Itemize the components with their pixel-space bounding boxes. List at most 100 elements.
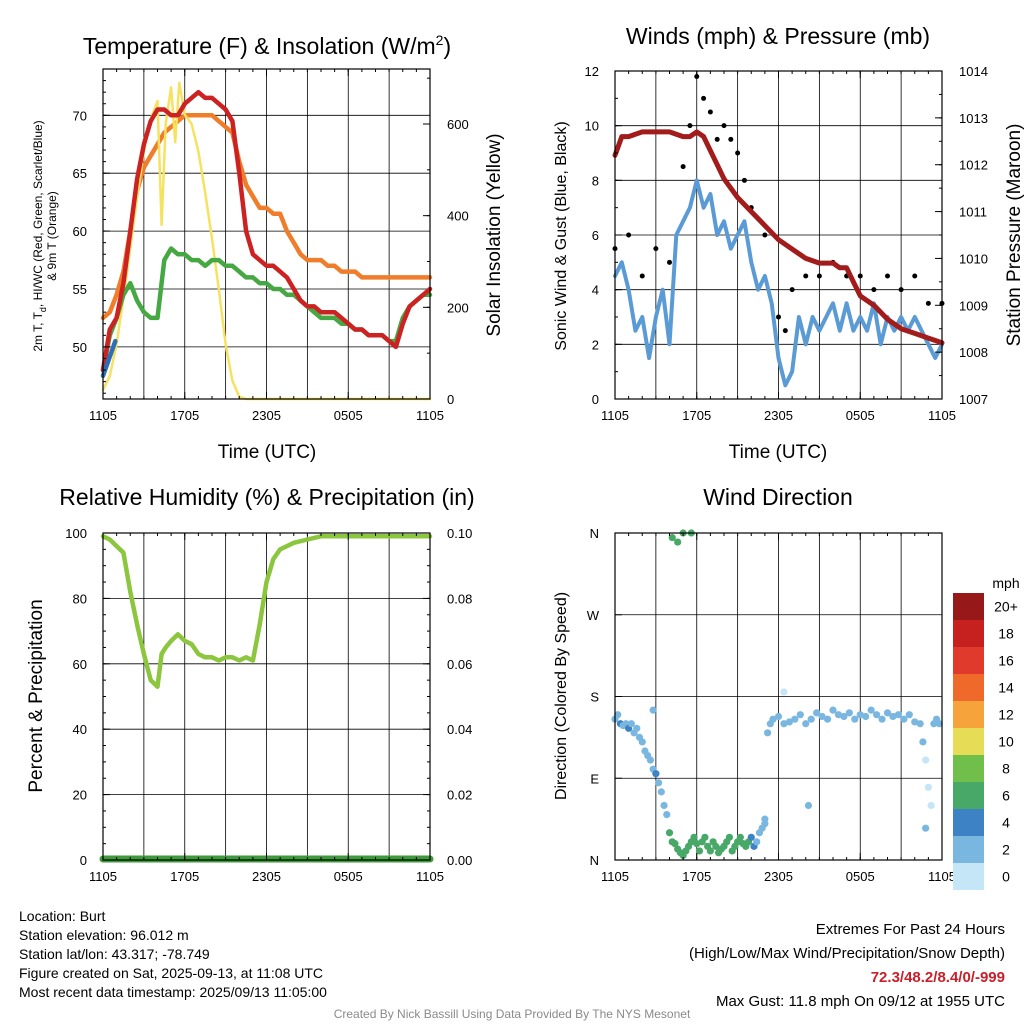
temperature-ylabel-left: 2m T, Td, HI/WC (Red, Green, Scarlet/Blu…	[31, 120, 59, 351]
humidity-panel: Relative Humidity (%) & Precipitation (i…	[26, 484, 475, 884]
gust-point	[653, 246, 659, 252]
y-tick-label: 10	[585, 119, 599, 134]
y-tick-label: N	[590, 853, 599, 868]
direction-point	[638, 738, 646, 746]
direction-point	[935, 720, 943, 728]
direction-point	[845, 709, 853, 717]
y-tick-label: 55	[73, 282, 87, 297]
x-tick-label: 0505	[334, 408, 363, 423]
temperature-axes: 1105 1705 2305 0505 1105 50 55 60 65 70 0 200 400 600	[73, 68, 469, 423]
direction-point	[657, 788, 665, 796]
y-tick-label: 50	[73, 340, 87, 355]
direction-point	[665, 829, 674, 837]
station-latlon: Station lat/lon: 43.317; -78.749	[19, 946, 210, 962]
colorbar-swatch	[953, 863, 984, 890]
gust-point	[639, 273, 645, 279]
colorbar-label: 8	[1002, 761, 1010, 777]
y2-tick-label: 1007	[959, 392, 988, 407]
x-tick-label: 1105	[89, 408, 117, 423]
y-tick-label: W	[587, 608, 600, 623]
y2-tick-label: 0.04	[447, 722, 472, 737]
direction-point	[660, 801, 668, 810]
humidity-title: Relative Humidity (%) & Precipitation (i…	[59, 484, 474, 510]
y-tick-label: N	[590, 526, 599, 541]
y2-tick-label: 1010	[959, 251, 988, 266]
x-tick-label: 1105	[601, 408, 629, 423]
direction-point	[851, 715, 859, 723]
station-location: Location: Burt	[19, 908, 106, 924]
gust-point	[762, 232, 768, 238]
y2-tick-label: 0	[447, 392, 454, 407]
winds-ylabel-right: Station Pressure (Maroon)	[1004, 124, 1024, 347]
direction-point	[802, 720, 810, 728]
direction-point	[900, 715, 908, 723]
direction-point	[614, 711, 622, 719]
y-tick-label: 80	[73, 591, 87, 606]
x-tick-label: 1105	[416, 408, 444, 423]
direction-point	[927, 801, 935, 810]
direction-point	[747, 833, 755, 841]
colorbar-swatch	[953, 809, 984, 836]
direction-grid	[615, 533, 942, 860]
x-tick-label: 0505	[846, 869, 875, 884]
recent-timestamp: Most recent data timestamp: 2025/09/13 1…	[19, 984, 327, 1000]
colorbar-label: 6	[1002, 788, 1010, 804]
temperature-xlabel: Time (UTC)	[218, 442, 317, 463]
speed-colorbar: 0 2 4 6 8 10 12 14 16 18 20+	[953, 593, 1018, 890]
y-tick-label: 8	[592, 173, 599, 188]
direction-point	[663, 810, 671, 819]
extremes-heading: Extremes For Past 24 Hours	[815, 921, 1005, 938]
colorbar-swatch	[953, 647, 984, 674]
direction-point	[655, 779, 663, 787]
y2-tick-label: 0.06	[447, 657, 472, 672]
direction-point	[883, 709, 892, 717]
direction-point	[823, 715, 832, 723]
y2-tick-label: 0.00	[447, 853, 472, 868]
x-tick-label: 1705	[682, 408, 711, 423]
direction-point	[646, 756, 655, 764]
colorbar-swatch	[953, 755, 984, 782]
y-tick-label: 0	[592, 392, 599, 407]
direction-point	[905, 711, 913, 719]
y-tick-label: 4	[592, 283, 599, 298]
direction-point	[840, 712, 848, 721]
direction-point	[693, 840, 701, 848]
direction-point	[873, 711, 881, 719]
gust-point	[871, 287, 877, 293]
x-tick-label: 1105	[928, 869, 956, 884]
y-tick-label: 6	[592, 228, 599, 243]
colorbar-label: 0	[1002, 869, 1010, 885]
direction-point	[753, 838, 761, 846]
direction-point	[862, 712, 870, 721]
svg-text:2m T, Td, HI/WC (Red, Green, S: 2m T, Td, HI/WC (Red, Green, Scarlet/Blu…	[31, 120, 48, 351]
direction-point	[796, 711, 804, 719]
figure-created: Figure created on Sat, 2025-09-13, at 11…	[19, 965, 324, 981]
direction-point	[813, 709, 821, 717]
colorbar-label: 4	[1002, 815, 1010, 831]
direction-point	[764, 729, 772, 737]
temperature-title: Temperature (F) & Insolation (W/m2)	[83, 32, 451, 59]
gust-point	[898, 287, 904, 293]
winds-grid	[615, 71, 942, 399]
colorbar-swatch	[953, 836, 984, 863]
y-tick-label: E	[590, 771, 599, 786]
direction-point	[736, 833, 744, 841]
colorbar-label: 18	[998, 626, 1014, 642]
extremes-subheading: (High/Low/Max Wind/Precipitation/Snow De…	[689, 945, 1005, 962]
direction-point	[780, 688, 788, 696]
colorbar-label: 2	[1002, 842, 1010, 858]
direction-point	[818, 712, 826, 721]
humidity-axes: 1105 1705 2305 0505 11050204060801000.000.02…	[65, 526, 472, 884]
max-gust: Max Gust: 11.8 mph On 09/12 at 1955 UTC	[715, 993, 1005, 1010]
x-tick-label: 1705	[170, 408, 199, 423]
y2-tick-label: 400	[447, 209, 469, 224]
direction-point	[649, 706, 657, 714]
direction-point	[633, 724, 641, 732]
y-tick-label: 60	[73, 224, 87, 239]
gust-point	[782, 328, 788, 334]
y2-tick-label: 0.10	[447, 526, 472, 541]
y-tick-label: 0	[80, 853, 87, 868]
direction-point	[919, 738, 927, 746]
x-tick-label: 2305	[764, 869, 793, 884]
gust-point	[816, 273, 822, 279]
